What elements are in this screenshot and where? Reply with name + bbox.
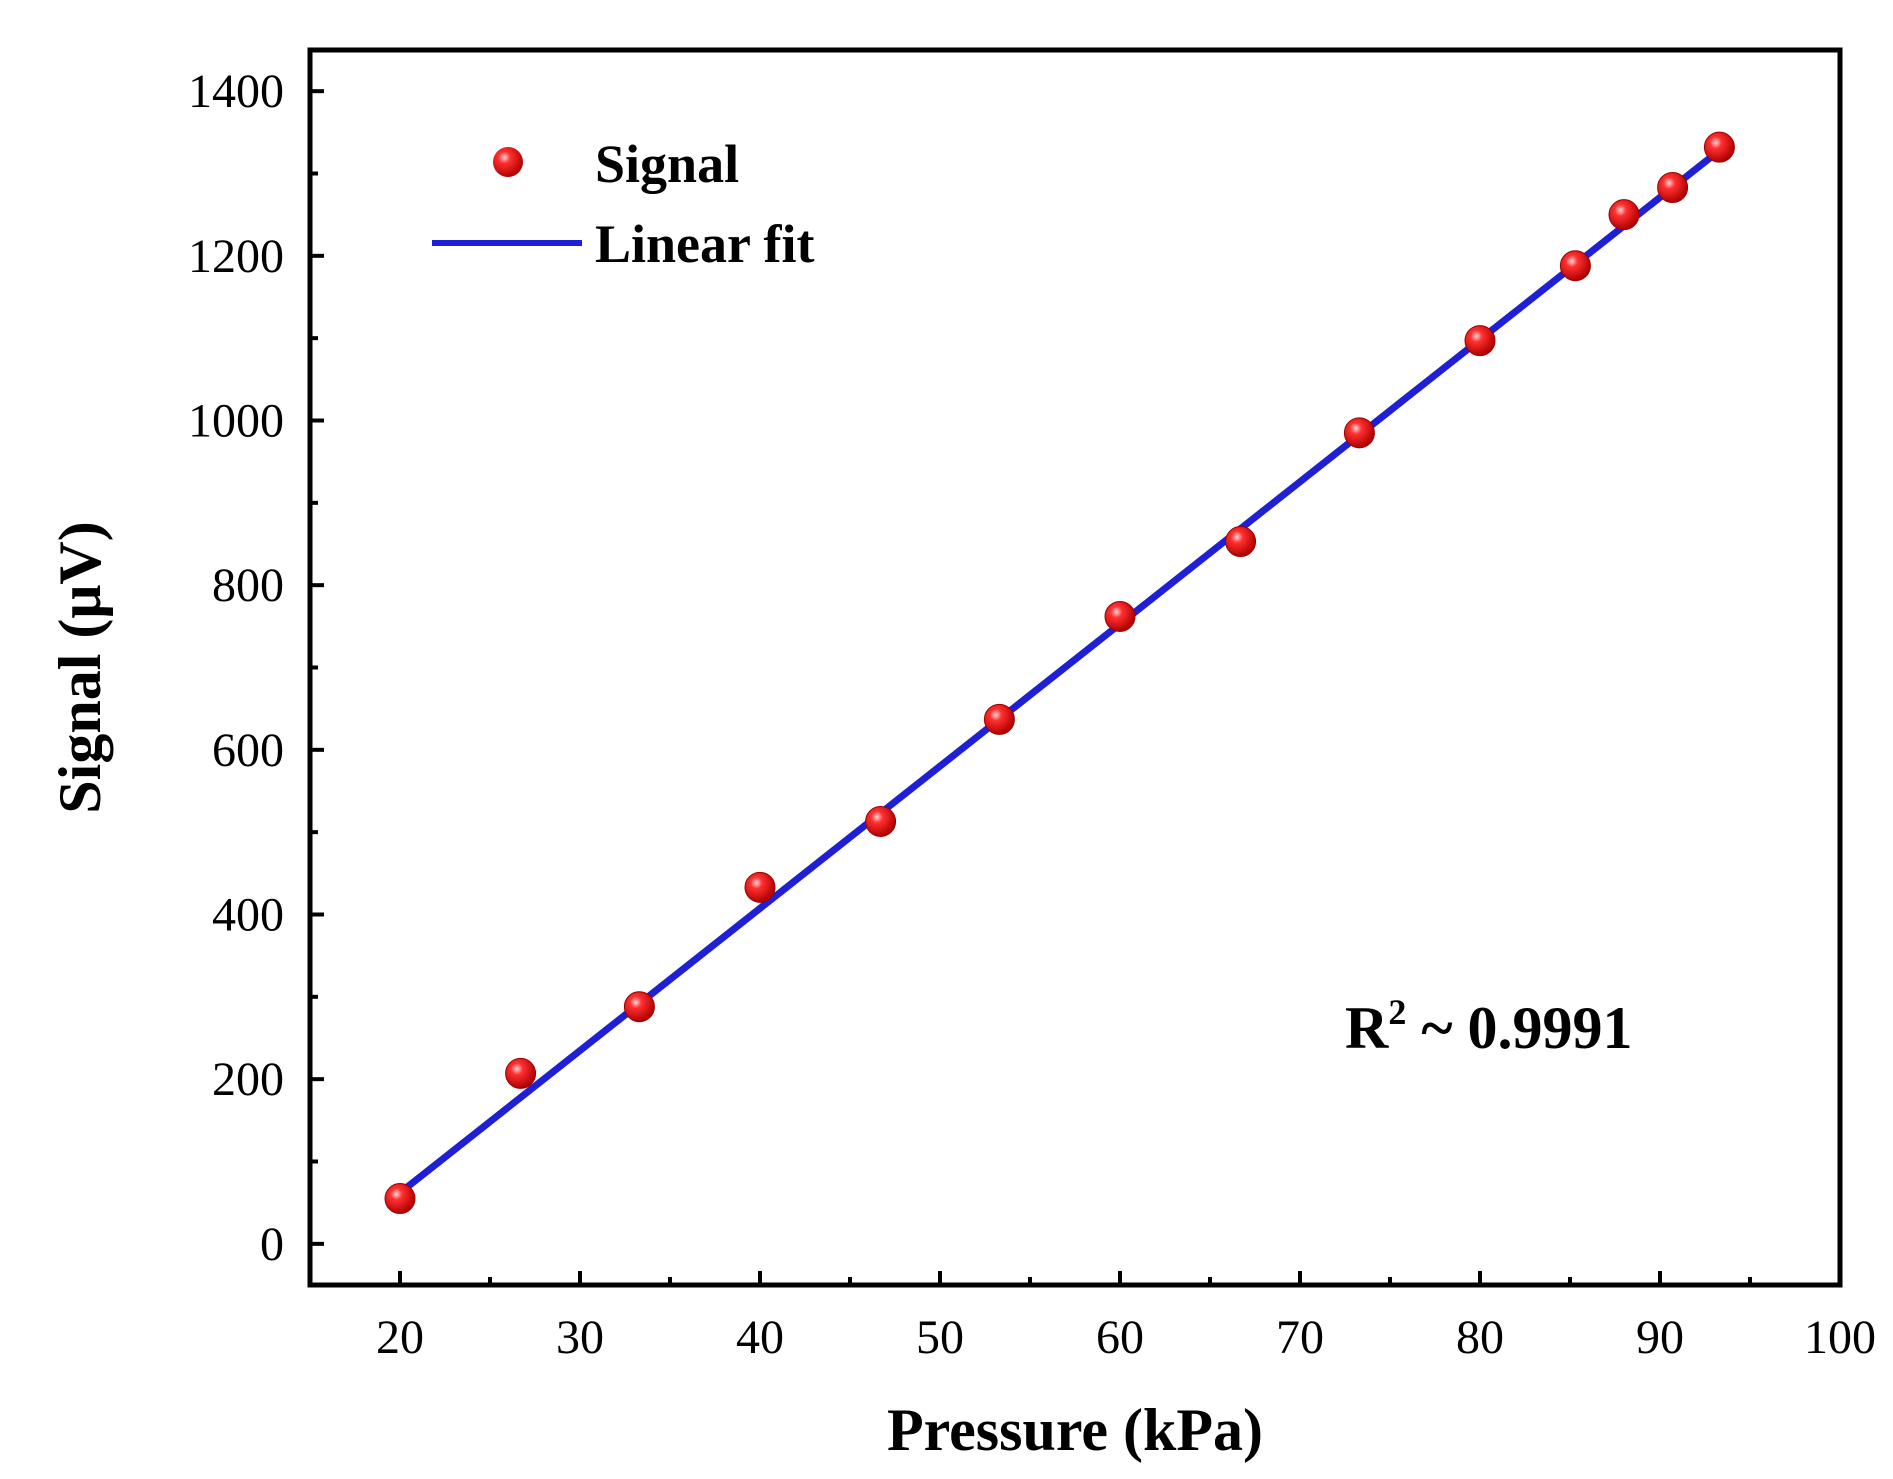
legend-fit-label: Linear fit	[595, 214, 814, 274]
y-tick-label: 200	[212, 1053, 284, 1106]
plot-frame	[307, 47, 1843, 1288]
x-tick-label: 80	[1456, 1311, 1504, 1364]
linear-fit-line	[396, 146, 1723, 1197]
y-tick-label: 1200	[188, 230, 284, 283]
signal-point	[865, 805, 897, 837]
legend-signal-marker	[493, 147, 523, 177]
y-tick-label: 0	[260, 1218, 284, 1271]
signal-point	[505, 1057, 537, 1089]
signal-point	[384, 1183, 416, 1215]
signal-point	[983, 703, 1015, 735]
signal-point	[1657, 171, 1689, 203]
signal-point	[1104, 600, 1136, 632]
y-tick-label: 600	[212, 724, 284, 777]
tick-labels: 20 30 40 50 60 70 80 90 100020040060080010001200…	[188, 65, 1876, 1364]
legend-signal-label: Signal	[595, 134, 739, 194]
y-tick-label: 400	[212, 889, 284, 942]
signal-points	[384, 131, 1735, 1215]
r-squared-annotation: R2 ~ 0.9991	[1345, 992, 1633, 1061]
signal-point	[1225, 526, 1257, 558]
signal-point	[623, 991, 655, 1023]
axis-ticks	[308, 89, 1842, 1285]
y-tick-label: 1400	[188, 65, 284, 118]
r-squared-main: R	[1345, 995, 1389, 1061]
x-tick-label: 50	[916, 1311, 964, 1364]
signal-point	[1608, 199, 1640, 231]
y-axis-title: Signal (μV)	[47, 521, 113, 813]
x-tick-label: 20	[376, 1311, 424, 1364]
signal-point	[1464, 325, 1496, 357]
y-tick-label: 800	[212, 559, 284, 612]
r-squared-superscript: 2	[1388, 992, 1406, 1032]
y-tick-label: 1000	[188, 395, 284, 448]
signal-point	[1343, 417, 1375, 449]
x-axis-title: Pressure (kPa)	[887, 1397, 1263, 1463]
x-tick-label: 40	[736, 1311, 784, 1364]
r-squared-value: ~ 0.9991	[1406, 995, 1632, 1061]
x-tick-label: 70	[1276, 1311, 1324, 1364]
signal-point	[744, 871, 776, 903]
signal-point	[1703, 131, 1735, 163]
legend: Signal Linear fit	[432, 134, 814, 274]
x-tick-label: 100	[1804, 1311, 1876, 1364]
x-tick-label: 30	[556, 1311, 604, 1364]
x-tick-label: 90	[1636, 1311, 1684, 1364]
signal-point	[1559, 250, 1591, 282]
x-tick-label: 60	[1096, 1311, 1144, 1364]
